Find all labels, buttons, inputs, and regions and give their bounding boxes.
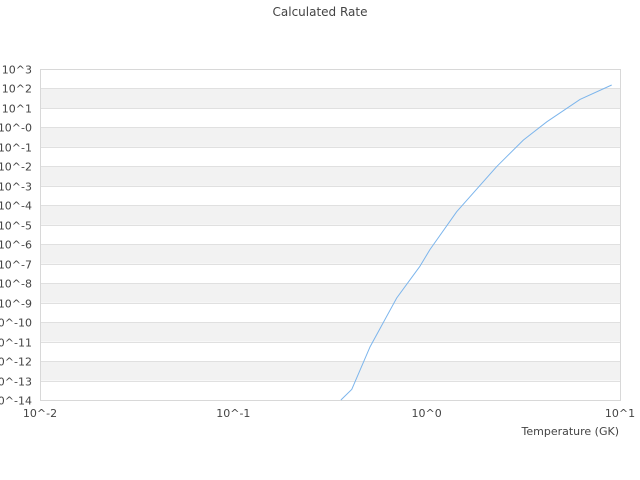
grid-bands xyxy=(40,88,620,381)
y-tick-label: 10^-2 xyxy=(0,161,32,174)
y-tick-label: 10^-1 xyxy=(0,142,32,155)
y-tick-label: 10^-4 xyxy=(0,200,32,213)
series-line xyxy=(340,84,612,401)
y-tick-label: 10^3 xyxy=(2,64,32,77)
x-tick-label: 10^-1 xyxy=(216,407,250,420)
y-tick-label: 10^-3 xyxy=(0,181,32,194)
grid-band xyxy=(40,283,620,303)
grid-band xyxy=(40,127,620,147)
grid-band xyxy=(40,244,620,264)
grid-band xyxy=(40,166,620,186)
grid-lines xyxy=(40,69,620,401)
y-tick-label: 10^-0 xyxy=(0,122,32,135)
y-tick-label: 10^-10 xyxy=(0,317,32,330)
y-tick-label: 10^-7 xyxy=(0,259,32,272)
y-tick-label: 10^2 xyxy=(2,83,32,96)
plot-border xyxy=(40,69,621,401)
grid-band xyxy=(40,88,620,108)
y-tick-label: 10^-9 xyxy=(0,298,32,311)
x-tick-label: 10^0 xyxy=(412,407,442,420)
y-tick-label: 10^-13 xyxy=(0,376,32,389)
y-tick-label: 10^-8 xyxy=(0,278,32,291)
y-tick-label: 10^-12 xyxy=(0,356,32,369)
grid-band xyxy=(40,205,620,225)
y-tick-label: 10^-14 xyxy=(0,395,32,408)
y-tick-label: 10^1 xyxy=(2,103,32,116)
x-tick-label: 10^-2 xyxy=(23,407,57,420)
y-tick-label: 10^-5 xyxy=(0,220,32,233)
x-axis-title: Temperature (GK) xyxy=(521,425,620,438)
y-tick-label: 10^-11 xyxy=(0,337,32,350)
grid-band xyxy=(40,322,620,342)
x-tick-label: 10^1 xyxy=(605,407,635,420)
chart-title: Calculated Rate xyxy=(273,5,368,19)
y-tick-label: 10^-6 xyxy=(0,239,32,252)
grid-band xyxy=(40,361,620,381)
y-axis-ticks: 10^3 10^2 10^1 10^-0 10^-1 10^-2 10^-3 10^-4 10^… xyxy=(0,64,32,408)
x-axis-ticks: 10^-2 10^-1 10^0 10^1 xyxy=(23,407,635,420)
